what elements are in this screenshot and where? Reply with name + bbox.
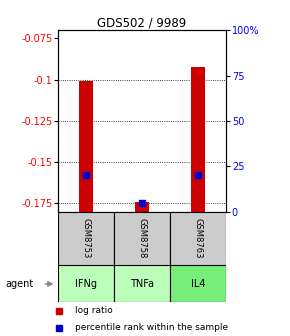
Text: percentile rank within the sample: percentile rank within the sample (75, 323, 229, 332)
Bar (170, 212, 226, 265)
Bar (58, 265, 114, 302)
Bar (170, 265, 226, 302)
Text: IL4: IL4 (191, 279, 205, 289)
Bar (114, 265, 170, 302)
Title: GDS502 / 9989: GDS502 / 9989 (97, 16, 187, 29)
Bar (79, 81, 93, 212)
Bar (114, 212, 170, 265)
Bar (191, 67, 205, 212)
Text: GSM8758: GSM8758 (137, 218, 147, 259)
Text: IFNg: IFNg (75, 279, 97, 289)
Text: GSM8763: GSM8763 (194, 218, 203, 259)
Bar (135, 202, 149, 212)
Text: agent: agent (6, 279, 34, 289)
Text: GSM8753: GSM8753 (81, 218, 90, 259)
Text: log ratio: log ratio (75, 306, 113, 315)
Bar (58, 212, 114, 265)
Text: TNFa: TNFa (130, 279, 154, 289)
